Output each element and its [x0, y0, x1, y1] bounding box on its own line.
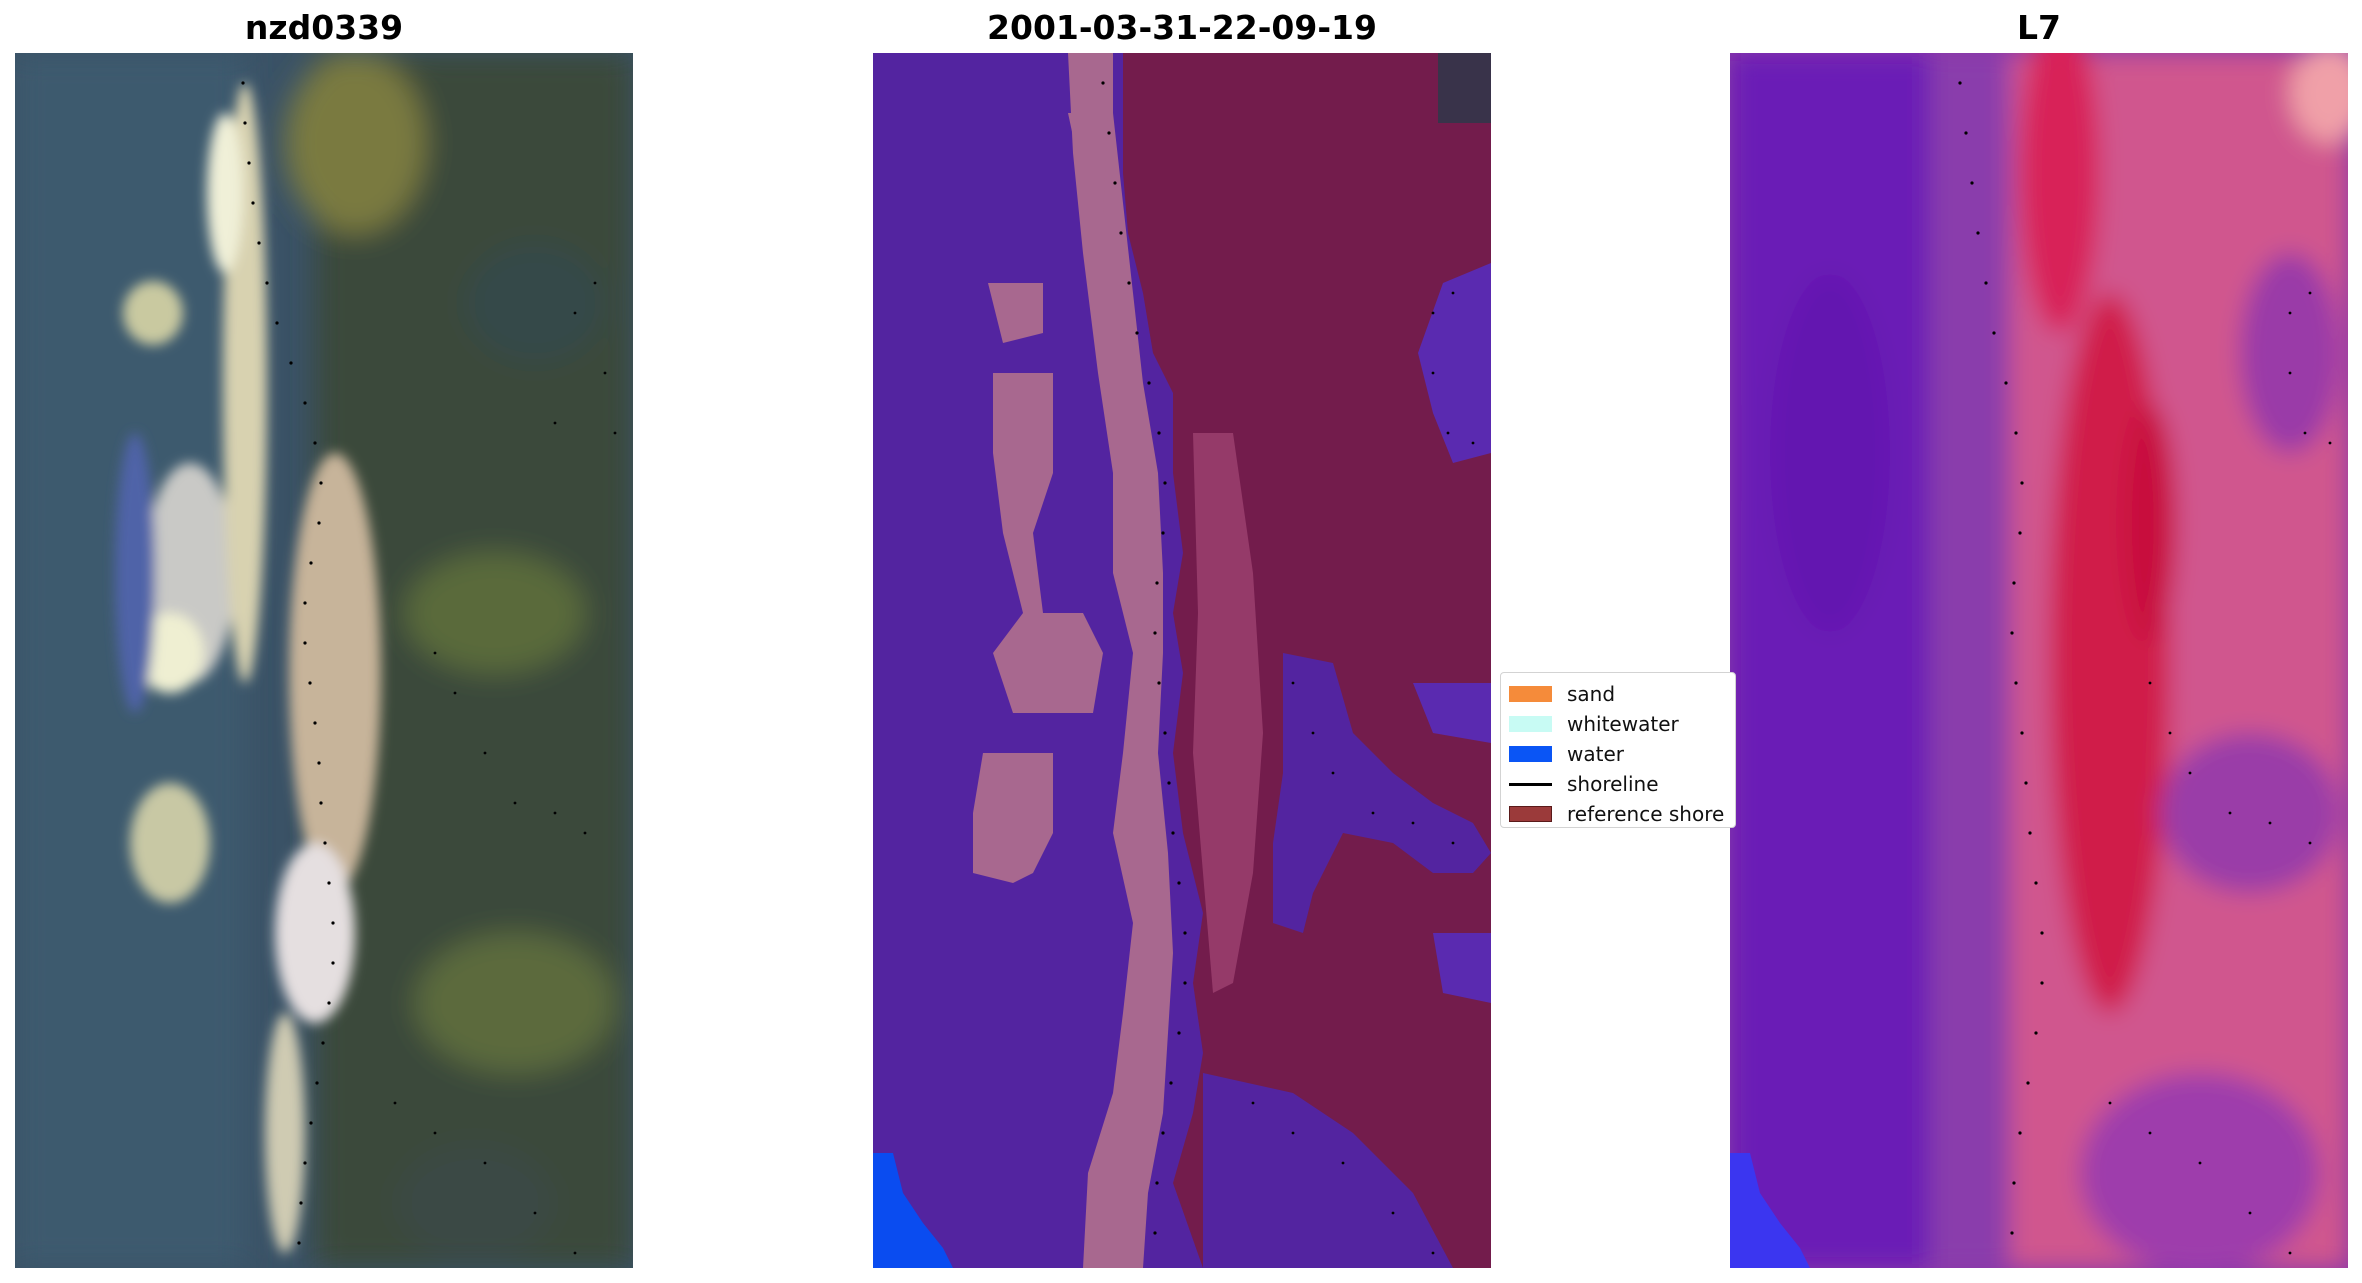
panel-title-site: nzd0339 [244, 8, 404, 47]
rgb-image [15, 53, 633, 1268]
legend-label-reference-shore: reference shore [1567, 802, 1725, 826]
l7-image-panel [1730, 53, 2348, 1268]
reference-shore-swatch [1509, 806, 1552, 822]
whitewater-swatch [1509, 716, 1552, 732]
legend-label-shoreline: shoreline [1567, 772, 1659, 796]
shoreline-dots [1958, 81, 2332, 1255]
panel-title-satellite: L7 [2017, 8, 2061, 47]
sand-swatch [1509, 686, 1552, 702]
legend-label-whitewater: whitewater [1567, 712, 1679, 736]
legend: sand whitewater water shoreline referenc… [1500, 672, 1736, 828]
legend-label-water: water [1567, 742, 1624, 766]
shoreline-dots [241, 81, 617, 1255]
classification-panel [873, 53, 1491, 1268]
l7-image [1730, 53, 2348, 1268]
water-swatch [1509, 746, 1552, 762]
rgb-image-panel [15, 53, 633, 1268]
shoreline-line-swatch [1509, 783, 1552, 786]
classification-image [873, 53, 1491, 1268]
shoreline-dots [1101, 81, 1475, 1255]
legend-label-sand: sand [1567, 682, 1616, 706]
panel-title-date: 2001-03-31-22-09-19 [987, 8, 1377, 47]
